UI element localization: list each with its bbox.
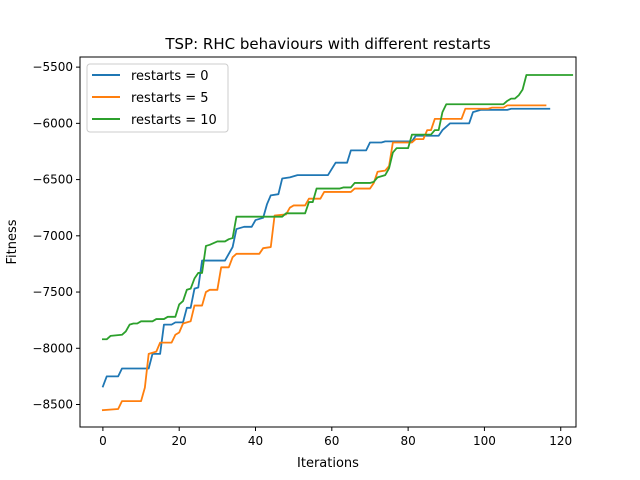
chart-title: TSP: RHC behaviours with different resta… — [164, 35, 490, 53]
x-axis-ticks: 0 20 40 60 80 100 120 — [99, 427, 572, 448]
y-tick-label: −8000 — [32, 341, 73, 355]
series-line-1 — [101, 104, 547, 412]
plot-area-frame — [79, 56, 577, 428]
legend-box — [86, 63, 229, 133]
y-tick-label: −7000 — [32, 229, 73, 243]
y-axis-label: Fitness — [5, 219, 20, 264]
x-axis-label: Iterations — [297, 456, 359, 471]
legend-label-1: restarts = 5 — [131, 91, 209, 106]
legend-label-2: restarts = 10 — [131, 113, 217, 128]
y-tick-label: −7500 — [32, 285, 73, 299]
y-tick-label: −5500 — [32, 60, 73, 74]
y-tick-label: −6500 — [32, 173, 73, 187]
x-tick-label: 0 — [99, 434, 107, 448]
series-layer — [101, 74, 574, 412]
y-tick-label: −6000 — [32, 116, 73, 130]
y-tick-label: −8500 — [32, 398, 73, 412]
y-axis-ticks: −8500 −8000 −7500 −7000 −6500 −6000 −5500 — [32, 60, 80, 412]
series-line-0 — [101, 107, 551, 388]
x-tick-label: 60 — [324, 434, 339, 448]
x-tick-label: 120 — [549, 434, 572, 448]
x-tick-label: 20 — [172, 434, 187, 448]
x-tick-label: 40 — [248, 434, 263, 448]
series-line-2 — [101, 74, 574, 341]
x-tick-label: 100 — [473, 434, 496, 448]
legend: restarts = 0 restarts = 5 restarts = 10 — [86, 63, 229, 133]
x-tick-label: 80 — [400, 434, 415, 448]
legend-label-0: restarts = 0 — [131, 69, 209, 84]
